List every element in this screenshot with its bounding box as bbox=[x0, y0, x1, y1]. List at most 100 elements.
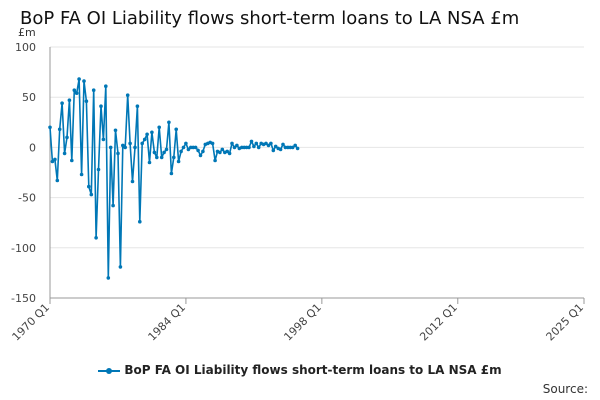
data-point bbox=[108, 145, 113, 150]
data-point bbox=[72, 88, 77, 92]
y-axis-unit-label: £m bbox=[18, 26, 36, 39]
data-point bbox=[142, 137, 147, 142]
data-point bbox=[106, 276, 111, 280]
y-tick-label: -100 bbox=[11, 242, 36, 255]
data-point bbox=[249, 139, 254, 144]
x-tick-label: 1984 Q1 bbox=[146, 301, 189, 344]
data-point bbox=[184, 141, 188, 146]
data-point bbox=[290, 145, 295, 150]
x-tick-label: 2025 Q1 bbox=[544, 301, 587, 344]
data-point bbox=[150, 130, 154, 135]
data-point bbox=[111, 203, 115, 208]
data-point bbox=[67, 98, 72, 102]
data-point bbox=[70, 158, 74, 163]
data-point bbox=[89, 192, 94, 197]
data-point bbox=[145, 132, 149, 137]
chart-title: BoP FA OI Liability flows short-term loa… bbox=[20, 8, 520, 29]
data-point bbox=[155, 155, 159, 160]
data-point bbox=[254, 141, 259, 146]
data-point bbox=[50, 159, 55, 164]
data-point bbox=[128, 141, 132, 146]
data-point bbox=[96, 167, 101, 172]
legend[interactable]: BoP FA OI Liability flows short-term loa… bbox=[0, 363, 600, 377]
data-point bbox=[101, 137, 106, 142]
data-point bbox=[198, 153, 203, 158]
data-point bbox=[135, 104, 140, 108]
data-point bbox=[232, 145, 237, 150]
data-point bbox=[53, 157, 57, 162]
data-point bbox=[167, 120, 171, 125]
data-point bbox=[247, 145, 251, 150]
data-point bbox=[269, 141, 273, 146]
data-point bbox=[227, 151, 232, 156]
data-point bbox=[125, 93, 130, 97]
y-tick-label: 100 bbox=[15, 41, 36, 54]
data-point bbox=[278, 147, 283, 152]
data-point bbox=[186, 147, 191, 152]
data-point bbox=[210, 141, 215, 146]
data-point bbox=[266, 143, 271, 148]
data-point bbox=[147, 160, 152, 165]
data-point bbox=[213, 158, 217, 163]
data-point bbox=[113, 128, 118, 133]
data-point bbox=[140, 141, 144, 146]
data-point bbox=[225, 149, 229, 154]
data-point bbox=[104, 84, 108, 88]
data-point bbox=[220, 147, 225, 152]
data-point bbox=[201, 149, 205, 154]
data-point bbox=[60, 101, 64, 105]
data-point bbox=[293, 143, 298, 148]
data-point bbox=[162, 150, 166, 155]
data-point bbox=[152, 150, 157, 155]
x-tick-label: 1970 Q1 bbox=[10, 301, 53, 344]
data-point bbox=[169, 171, 174, 176]
data-point bbox=[193, 145, 198, 150]
x-tick-label: 1998 Q1 bbox=[281, 301, 324, 344]
data-point bbox=[94, 236, 98, 240]
data-point bbox=[74, 91, 79, 95]
data-point bbox=[159, 155, 164, 160]
y-tick-label: -150 bbox=[11, 292, 36, 305]
data-point bbox=[179, 149, 183, 154]
data-point bbox=[84, 99, 89, 103]
y-tick-label: -50 bbox=[18, 192, 36, 205]
data-point bbox=[172, 155, 176, 160]
data-point bbox=[295, 146, 300, 151]
data-point bbox=[273, 144, 278, 149]
data-point bbox=[264, 141, 268, 146]
data-point bbox=[116, 151, 120, 156]
data-point bbox=[62, 151, 67, 156]
legend-label: BoP FA OI Liability flows short-term loa… bbox=[124, 363, 502, 377]
data-point bbox=[283, 145, 288, 150]
data-point bbox=[130, 179, 135, 184]
data-point bbox=[48, 125, 52, 130]
x-tick-label: 2012 Q1 bbox=[417, 301, 460, 344]
data-point bbox=[123, 145, 127, 150]
data-point bbox=[252, 144, 256, 149]
source-label: Source: bbox=[542, 382, 588, 396]
data-point bbox=[281, 142, 285, 147]
data-point bbox=[230, 141, 234, 146]
data-point bbox=[271, 148, 276, 153]
data-point bbox=[174, 127, 178, 132]
data-point bbox=[91, 88, 96, 92]
data-point bbox=[196, 148, 200, 153]
data-point bbox=[87, 184, 91, 189]
data-point bbox=[57, 127, 62, 132]
data-point bbox=[121, 143, 125, 148]
data-point bbox=[77, 77, 81, 81]
data-point bbox=[65, 135, 69, 140]
data-point bbox=[82, 79, 86, 83]
y-tick-label: 50 bbox=[22, 91, 36, 104]
legend-swatch bbox=[98, 365, 121, 377]
data-point bbox=[256, 145, 261, 150]
data-point bbox=[235, 143, 239, 148]
data-point bbox=[79, 172, 84, 177]
data-point bbox=[176, 159, 181, 164]
data-point bbox=[164, 147, 169, 152]
data-point bbox=[138, 219, 142, 224]
data-point bbox=[181, 145, 186, 150]
y-tick-label: 0 bbox=[29, 141, 36, 154]
data-point bbox=[55, 178, 60, 183]
